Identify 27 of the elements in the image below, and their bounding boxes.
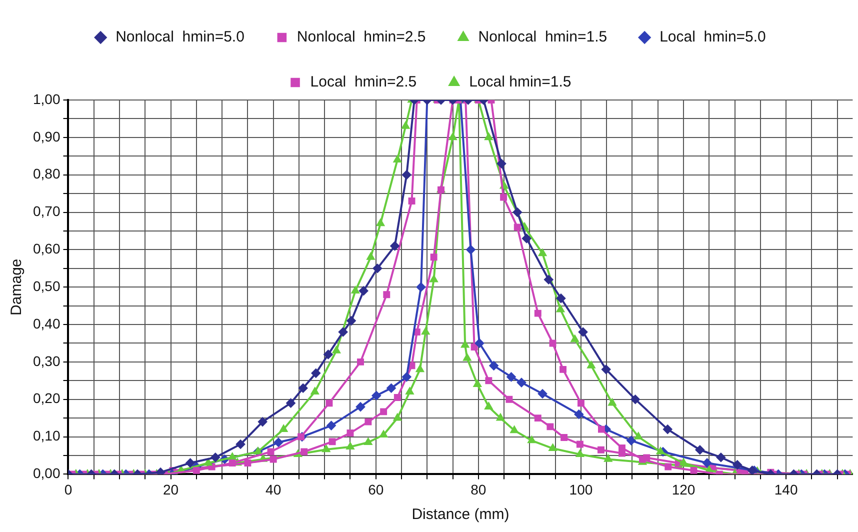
legend-label: Nonlocal hmin=1.5 xyxy=(478,28,608,46)
x-tick-label: 60 xyxy=(368,481,384,498)
x-axis-title: Distance (mm) xyxy=(412,506,510,524)
y-tick-label: 0,10 xyxy=(33,428,60,444)
x-tick-label: 20 xyxy=(163,481,179,498)
x-tick-label: 80 xyxy=(470,481,486,498)
y-tick-label: 0,80 xyxy=(33,166,60,182)
y-tick-label: 0,50 xyxy=(33,278,60,294)
legend-label: Local hmin=5.0 xyxy=(660,28,766,46)
y-tick-label: 1,00 xyxy=(33,90,60,107)
y-tick-label: 0,00 xyxy=(33,465,60,482)
y-tick-label: 0,60 xyxy=(33,240,60,257)
y-tick-label: 0,40 xyxy=(33,315,60,332)
y-axis-title: Damage xyxy=(8,258,26,316)
legend-label: Local hmin=2.5 xyxy=(310,74,417,91)
y-tick-label: 0,70 xyxy=(33,203,60,220)
legend-label: Nonlocal hmin=5.0 xyxy=(116,28,244,46)
y-tick-label: 0,30 xyxy=(33,352,60,369)
legend-label: Local hmin=1.5 xyxy=(469,74,572,91)
legend-label: Nonlocal hmin=2.5 xyxy=(296,28,426,46)
x-tick-label: 120 xyxy=(672,481,696,498)
y-tick-label: 0,90 xyxy=(33,128,60,144)
x-tick-label: 100 xyxy=(569,481,593,498)
x-tick-label: 140 xyxy=(774,481,798,498)
x-tick-label: 40 xyxy=(266,481,282,498)
x-tick-label: 0 xyxy=(64,481,72,498)
y-tick-label: 0,20 xyxy=(33,390,60,406)
